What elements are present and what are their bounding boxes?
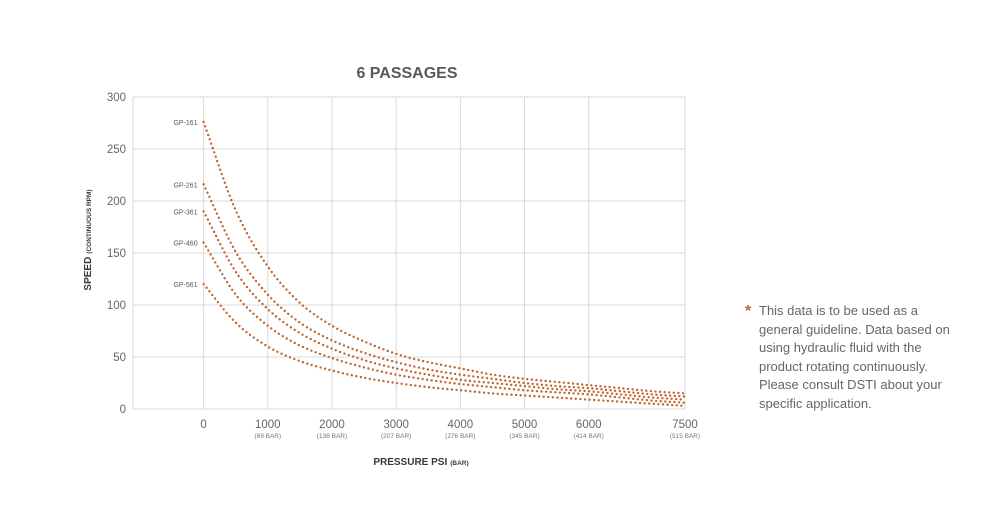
series-label-gp-361: GP-361	[173, 209, 197, 216]
x-tick-sublabel: (414 BAR)	[574, 433, 604, 440]
x-tick-label: 0	[200, 419, 206, 431]
y-tick-label: 200	[107, 196, 126, 208]
series-labels: GP-161 GP-261 GP-361 GP-460 GP-561	[173, 120, 197, 289]
x-tick-label: 7500	[672, 419, 698, 431]
y-tick-label: 250	[107, 144, 126, 156]
x-axis-label-main: PRESSURE PSI	[373, 457, 447, 468]
series-line-gp-261	[202, 183, 687, 398]
series-line-gp-161	[202, 120, 687, 395]
y-axis-label-main: SPEED	[83, 257, 94, 291]
series-lines	[202, 120, 687, 408]
series-label-gp-161: GP-161	[173, 120, 197, 127]
x-tick-label: 5000	[512, 419, 538, 431]
y-axis-ticks: 0 50 100 150 200 250 300	[107, 92, 126, 416]
y-tick-label: 50	[113, 352, 126, 364]
series-line-gp-361	[202, 210, 687, 401]
x-tick-sublabel: (515 BAR)	[670, 433, 700, 440]
y-tick-label: 300	[107, 92, 126, 104]
x-tick-label: 3000	[383, 419, 409, 431]
chart-title: 6 PASSAGES	[356, 65, 457, 82]
y-tick-label: 0	[120, 404, 126, 416]
x-axis-label: PRESSURE PSI (BAR)	[373, 457, 468, 468]
note-asterisk: *	[745, 303, 752, 320]
x-tick-sublabel: (276 BAR)	[445, 433, 475, 440]
guideline-note: * This data is to be used as a general g…	[745, 302, 955, 413]
x-tick-label: 4000	[448, 419, 474, 431]
y-tick-label: 100	[107, 300, 126, 312]
x-tick-label: 1000	[255, 419, 281, 431]
x-tick-sublabel: (345 BAR)	[509, 433, 539, 440]
note-text: This data is to be used as a general gui…	[759, 303, 950, 411]
x-tick-sublabel: (207 BAR)	[381, 433, 411, 440]
series-label-gp-561: GP-561	[173, 282, 197, 289]
x-axis-label-unit: (BAR)	[450, 460, 468, 467]
y-axis-label: SPEED (CONTINUOUS RPM)	[83, 189, 94, 290]
x-tick-label: 6000	[576, 419, 602, 431]
grid-lines	[132, 96, 686, 410]
y-axis-label-unit: (CONTINUOUS RPM)	[86, 189, 93, 253]
series-line-gp-561	[202, 283, 687, 408]
series-line-gp-460	[202, 241, 687, 404]
x-tick-sublabel: (138 BAR)	[317, 433, 347, 440]
y-tick-label: 150	[107, 248, 126, 260]
x-axis-ticks: 0 1000 (69 BAR) 2000 (138 BAR) 3000 (207 BAR) 4…	[200, 419, 700, 440]
x-tick-sublabel: (69 BAR)	[254, 433, 281, 440]
x-tick-label: 2000	[319, 419, 345, 431]
series-label-gp-460: GP-460	[173, 241, 197, 248]
series-label-gp-261: GP-261	[173, 182, 197, 189]
